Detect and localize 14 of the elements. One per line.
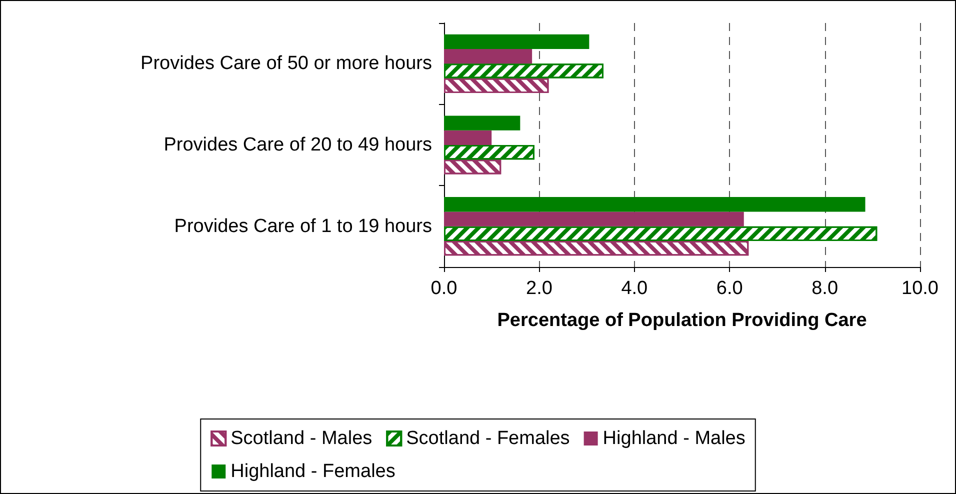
y-tick-label: Provides Care of 50 or more hours	[140, 53, 432, 74]
x-axis-title: Percentage of Population Providing Care	[497, 310, 867, 331]
legend-label: Scotland - Males	[230, 428, 372, 449]
x-tick-label: 6.0	[716, 278, 743, 299]
x-tick-label: 10.0	[902, 278, 938, 299]
x-tick-label: 0.0	[430, 278, 458, 299]
x-tick-label: 2.0	[526, 278, 552, 299]
legend-label: Highland - Males	[602, 428, 746, 449]
x-tick-label: 4.0	[621, 278, 648, 299]
legend-label: Highland - Females	[230, 461, 396, 482]
y-tick-label: Provides Care of 20 to 49 hours	[164, 134, 432, 156]
x-tick-label: 8.0	[812, 278, 838, 299]
y-tick-label: Provides Care of 1 to 19 hours	[174, 216, 432, 237]
legend-label: Scotland - Females	[406, 428, 570, 449]
